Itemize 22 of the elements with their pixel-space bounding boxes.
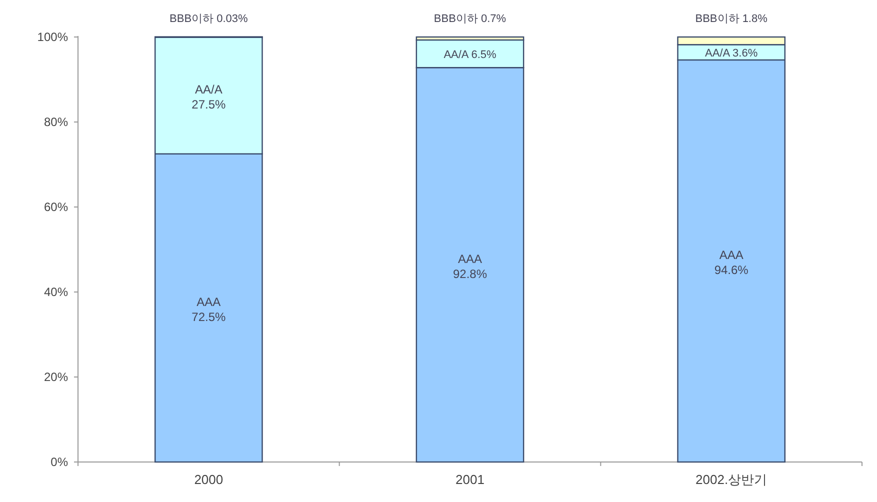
text: BBB이하 0.03% [170, 12, 248, 25]
y-tick-label: 80% [44, 115, 68, 129]
text: BBB이하 0.7% [434, 13, 506, 25]
text: BBB이하 1.8% [695, 13, 768, 25]
y-tick-label: 60% [44, 200, 68, 214]
y-tick-label: 0% [50, 455, 68, 469]
y-tick-label: 20% [44, 370, 68, 384]
y-tick-label: 40% [44, 285, 68, 299]
text: AAA [196, 294, 221, 309]
data-label: 94.6% [714, 262, 749, 277]
series-label: AAA [719, 248, 744, 262]
data-label: 72.5% [192, 310, 226, 324]
y-tick-label: 100% [37, 30, 68, 44]
data-label: 92.8% [452, 266, 488, 281]
data-label: 27.5% [192, 97, 226, 112]
x-tick-label: 2002.상반기 [696, 472, 768, 487]
series-label: AA/A [194, 82, 222, 96]
x-tick-label: 2001 [456, 472, 484, 487]
x-tick-label: 2000 [194, 472, 224, 487]
text: AA/A 3.6% [705, 47, 758, 60]
text: AA/A 6.5% [444, 48, 496, 61]
text: AAA [458, 252, 482, 266]
